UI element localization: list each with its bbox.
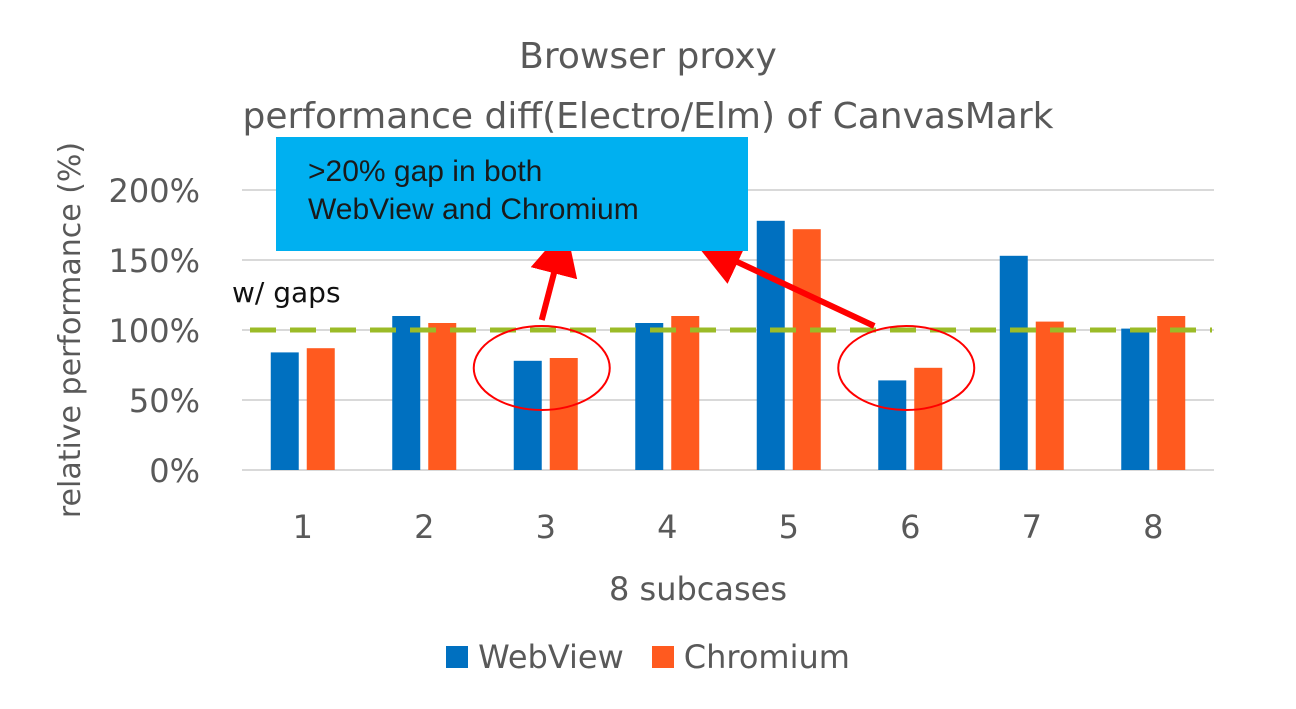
bar-webview-3 [513, 360, 542, 470]
y-tick-label: 200% [109, 172, 200, 210]
y-tick-label: 150% [109, 242, 200, 280]
bar-webview-4 [635, 323, 664, 470]
highlight-ellipse-3 [472, 325, 611, 411]
chart-title: Browser proxy [519, 36, 777, 77]
annotation-line-2: WebView and Chromium [308, 193, 639, 226]
y-axis-label: relative performance (%) [53, 142, 88, 518]
highlight-arrow-6 [694, 240, 876, 329]
bar-chromium-5 [792, 229, 821, 470]
highlight-arrow-3 [530, 226, 578, 321]
bar-chromium-3 [549, 358, 578, 470]
legend-label-chromium: Chromium [683, 638, 850, 676]
x-tick-label: 7 [1022, 508, 1042, 546]
bar-chromium-2 [428, 323, 457, 470]
x-tick-label: 6 [900, 508, 920, 546]
bar-chromium-1 [306, 348, 335, 470]
annotation-callout-box: >20% gap in both WebView and Chromium [276, 137, 748, 251]
annotation-line-1: >20% gap in both [308, 155, 543, 188]
legend-item-chromium: Chromium [651, 638, 850, 676]
legend: WebView Chromium [0, 638, 1296, 676]
bar-webview-7 [999, 255, 1028, 470]
x-tick-label: 3 [536, 508, 556, 546]
x-tick-label: 5 [779, 508, 799, 546]
bar-webview-1 [270, 352, 299, 470]
x-tick-label: 1 [293, 508, 313, 546]
y-tick-label: 100% [109, 312, 200, 350]
bar-webview-8 [1121, 328, 1150, 470]
reference-line-label: w/ gaps [232, 276, 341, 309]
x-tick-label: 2 [414, 508, 434, 546]
x-tick-label: 8 [1143, 508, 1163, 546]
legend-swatch-webview [446, 646, 469, 668]
legend-swatch-chromium [651, 646, 674, 668]
bar-webview-6 [878, 380, 907, 470]
chart-subtitle: performance diff(Electro/Elm) of CanvasM… [242, 96, 1054, 137]
highlight-ellipse-6 [837, 325, 976, 411]
bar-webview-2 [392, 316, 421, 470]
legend-label-webview: WebView [478, 638, 624, 676]
bar-chromium-4 [671, 316, 700, 470]
y-tick-label: 0% [149, 452, 200, 490]
y-tick-label: 50% [129, 382, 200, 420]
x-tick-label: 4 [657, 508, 677, 546]
bar-webview-5 [756, 220, 785, 470]
bar-chromium-7 [1035, 321, 1064, 470]
legend-item-webview: WebView [446, 638, 624, 676]
bar-chromium-6 [914, 367, 943, 470]
bar-chromium-8 [1157, 316, 1186, 470]
x-axis-label: 8 subcases [609, 570, 787, 608]
